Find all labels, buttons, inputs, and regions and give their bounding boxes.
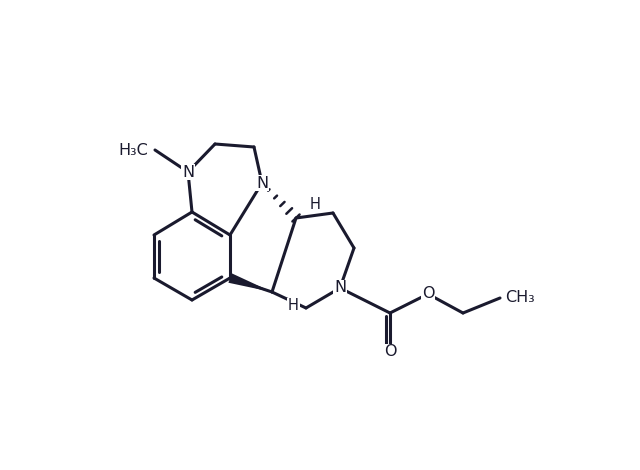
Text: O: O <box>422 287 435 301</box>
Text: H₃C: H₃C <box>118 142 148 157</box>
Text: CH₃: CH₃ <box>505 290 535 306</box>
Text: H: H <box>288 298 299 313</box>
Text: N: N <box>334 281 346 296</box>
Text: H: H <box>310 196 321 212</box>
Text: O: O <box>384 345 396 360</box>
Polygon shape <box>228 273 272 292</box>
Text: N: N <box>256 175 268 190</box>
Text: N: N <box>182 164 194 180</box>
